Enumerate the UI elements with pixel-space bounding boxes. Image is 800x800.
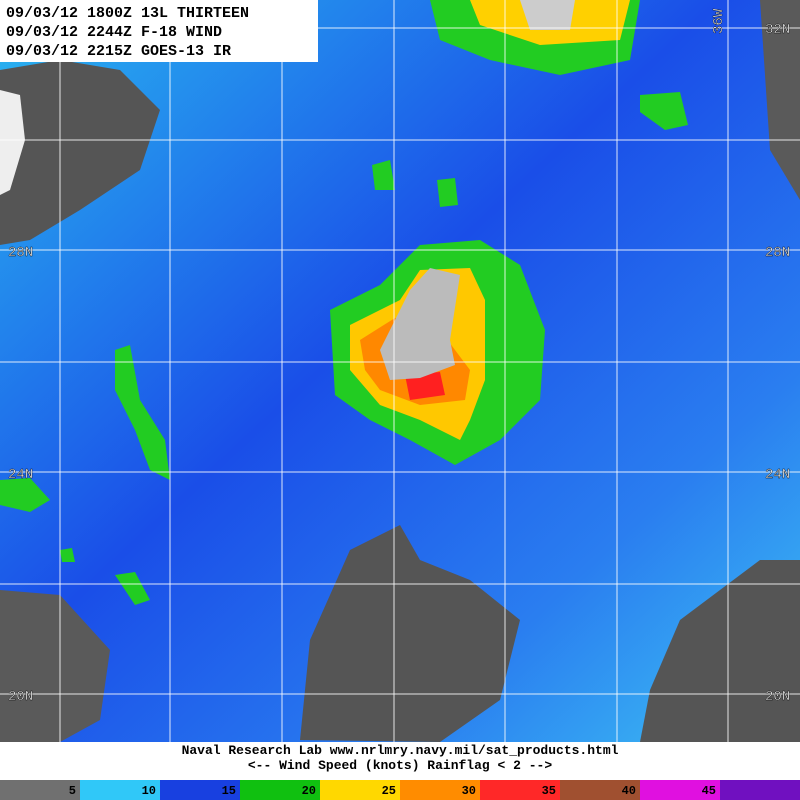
colorbar-segment xyxy=(560,780,641,800)
wind-green xyxy=(437,178,458,207)
footer-box xyxy=(0,742,800,780)
lat-label: 28N xyxy=(8,245,33,261)
wind-green xyxy=(115,572,150,605)
header-line: 09/03/12 2244Z F-18 WIND xyxy=(6,24,222,41)
colorbar-segment xyxy=(80,780,161,800)
lat-label: 24N xyxy=(8,467,33,483)
lon-label: 36W xyxy=(711,8,727,34)
cloud-gray xyxy=(0,60,160,245)
colorbar-segment xyxy=(320,780,401,800)
wind-green xyxy=(372,160,395,190)
colorbar-segment xyxy=(720,780,800,800)
wind-green xyxy=(0,478,50,512)
header-box xyxy=(0,0,318,62)
colorbar-label: 20 xyxy=(302,784,316,798)
colorbar-label: 25 xyxy=(382,784,396,798)
colorbar-label: 10 xyxy=(142,784,156,798)
lat-label: 20N xyxy=(8,689,33,705)
colorbar-label: 45 xyxy=(702,784,716,798)
colorbar-label: 30 xyxy=(462,784,476,798)
wind-green xyxy=(60,548,75,562)
cloud-white xyxy=(380,268,460,380)
cloud-gray xyxy=(300,525,520,742)
colorbar-segment xyxy=(480,780,561,800)
footer-line: <-- Wind Speed (knots) Rainflag < 2 --> xyxy=(248,758,552,773)
colorbar-segment xyxy=(240,780,321,800)
wind-red xyxy=(405,372,445,400)
colorbar-segment xyxy=(400,780,481,800)
colorbar-label: 15 xyxy=(222,784,236,798)
lat-label: 28N xyxy=(765,245,790,261)
colorbar-segment xyxy=(160,780,241,800)
wind-green xyxy=(640,92,688,130)
wind-green xyxy=(115,345,170,480)
cloud-white xyxy=(0,90,25,195)
cloud-gray xyxy=(0,590,110,742)
header-line: 09/03/12 1800Z 13L THIRTEEN xyxy=(6,5,249,22)
colorbar-segment xyxy=(640,780,721,800)
lat-label: 24N xyxy=(765,467,790,483)
colorbar-label: 5 xyxy=(69,784,76,798)
footer-line: Naval Research Lab www.nrlmry.navy.mil/s… xyxy=(182,743,619,758)
cloud-white xyxy=(520,0,575,30)
colorbar-segment xyxy=(0,780,81,800)
lat-label: 32N xyxy=(765,22,790,38)
lat-label: 20N xyxy=(765,689,790,705)
colorbar-label: 40 xyxy=(622,784,636,798)
header-line: 09/03/12 2215Z GOES-13 IR xyxy=(6,43,231,60)
map: 32N 28N 28N 24N 24N 20N 20N 36W xyxy=(0,0,800,742)
colorbar: 5 10 15 20 25 30 35 40 45 xyxy=(0,780,800,800)
colorbar-label: 35 xyxy=(542,784,556,798)
cloud-gray xyxy=(640,560,800,742)
cloud-gray xyxy=(760,0,800,200)
